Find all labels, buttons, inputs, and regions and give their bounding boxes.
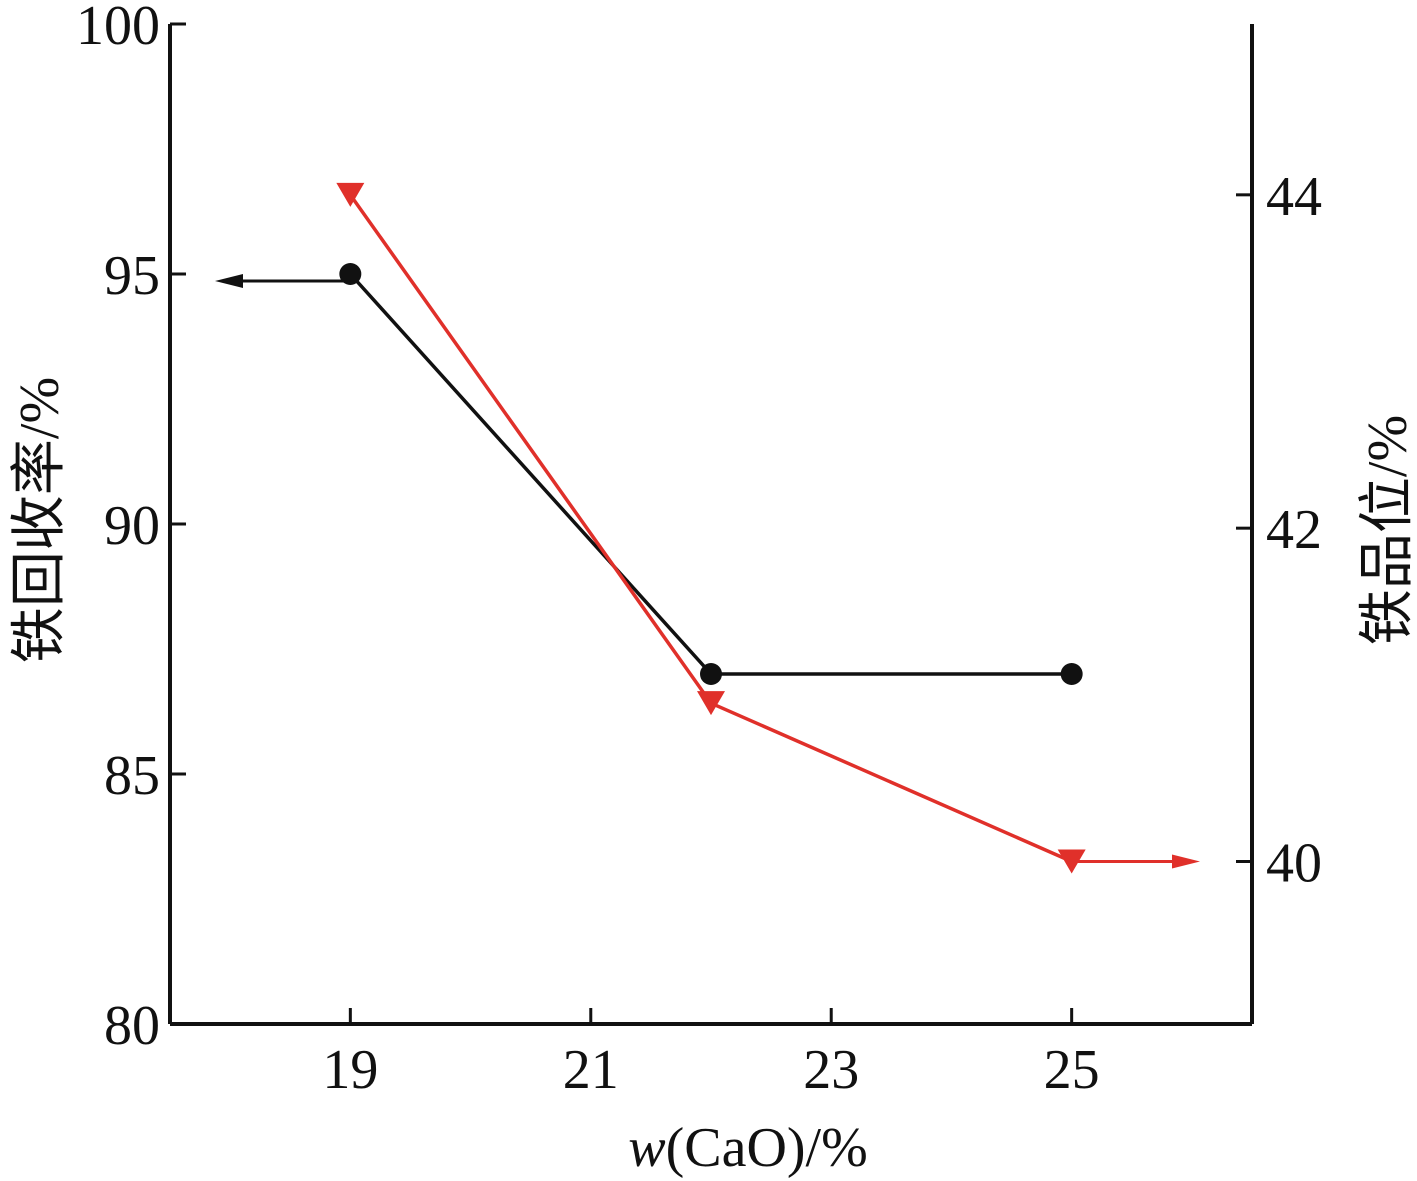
arrow-left-icon [215, 274, 243, 288]
y-left-tick-label: 95 [104, 245, 160, 307]
series-layer [215, 182, 1200, 874]
x-tick-label: 19 [322, 1039, 378, 1101]
y-right-tick-label: 44 [1266, 166, 1322, 228]
y-right-tick-label: 40 [1266, 833, 1322, 895]
series-line [349, 272, 1072, 676]
y-right-ticks: 40 42 44 [1236, 166, 1322, 895]
series-left-axis [215, 263, 1083, 685]
series-right-axis [336, 182, 1200, 874]
x-tick-label: 23 [803, 1039, 859, 1101]
x-axis-title: w(CaO)/% [628, 1117, 868, 1179]
data-point [697, 691, 725, 716]
axes [168, 24, 1254, 1026]
x-axis-title-rest: (CaO)/% [666, 1117, 868, 1179]
left-y-axis-title: 铁回收率/% [9, 377, 71, 663]
arrow-right-icon [1172, 854, 1200, 869]
y-left-tick-label: 80 [104, 995, 160, 1057]
x-axis-title-variable: w [628, 1117, 665, 1179]
y-right-tick-label: 42 [1266, 499, 1322, 561]
data-point [336, 182, 365, 207]
data-point [1060, 663, 1083, 685]
series-line [348, 193, 1073, 864]
y-left-tick-label: 100 [76, 0, 160, 57]
data-point [700, 663, 722, 685]
x-tick-label: 25 [1044, 1039, 1100, 1101]
y-left-tick-label: 85 [104, 745, 160, 807]
y-left-tick-label: 90 [104, 495, 160, 557]
right-y-axis-title: 铁品位/% [1357, 415, 1417, 645]
x-tick-label: 21 [563, 1039, 619, 1101]
x-ticks: 19 21 23 25 [322, 1008, 1100, 1101]
y-left-ticks: 80 85 90 95 100 [76, 0, 186, 1057]
